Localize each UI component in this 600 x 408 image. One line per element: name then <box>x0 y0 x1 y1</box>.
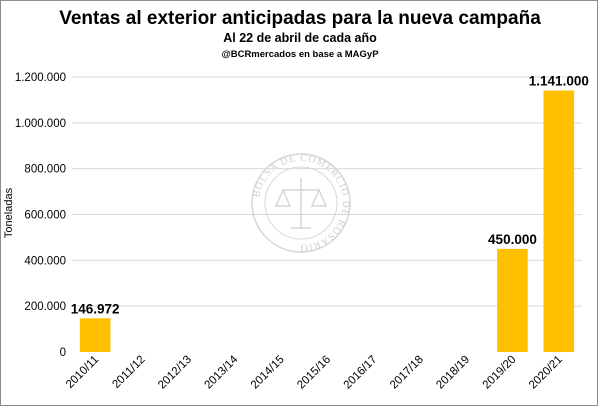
bar-2019-20 <box>497 248 528 352</box>
chart-title: Ventas al exterior anticipadas para la n… <box>59 8 541 29</box>
x-tick-label: 2015/16 <box>295 354 333 392</box>
y-axis-label: Toneladas <box>3 187 15 238</box>
y-tick-label: 800.000 <box>24 164 66 176</box>
bar-2010-11 <box>79 318 111 352</box>
x-tick-label: 2016/17 <box>342 354 380 392</box>
bar-2020-21 <box>543 90 575 352</box>
data-label: 450.000 <box>488 232 537 247</box>
x-tick-label: 2013/14 <box>203 353 241 391</box>
gridlines <box>72 76 582 307</box>
chart-subtitle: Al 22 de abril de cada año <box>223 31 377 45</box>
x-tick-label: 2010/11 <box>64 354 101 391</box>
data-label: 146.972 <box>71 301 120 316</box>
watermark-seal: BOLSA DE COMERCIO DE ROSARIO <box>251 153 351 253</box>
x-tick-label: 2014/15 <box>249 354 287 392</box>
y-axis-tick-labels: 0 200.000 400.000 600.000 800.000 1.000.000 1.… <box>15 72 66 359</box>
chart-source: @BCRmercados en base a MAGyP <box>221 49 379 60</box>
x-tick-label: 2018/19 <box>434 354 472 392</box>
x-tick-label: 2020/21 <box>527 354 565 392</box>
x-tick-label: 2019/20 <box>481 354 519 392</box>
x-tick-label: 2011/12 <box>110 354 147 391</box>
y-tick-label: 1.000.000 <box>15 118 66 130</box>
x-tick-label: 2012/13 <box>156 354 194 392</box>
y-tick-label: 200.000 <box>24 301 66 313</box>
x-axis-tick-labels: 2010/11 2011/12 2012/13 2013/14 2014/15 2015/… <box>64 353 565 391</box>
data-labels: 146.972 450.000 1.141.000 <box>71 74 589 317</box>
y-tick-label: 0 <box>60 347 66 359</box>
y-tick-label: 1.200.000 <box>15 72 66 84</box>
x-tick-label: 2017/18 <box>388 354 426 392</box>
y-tick-label: 400.000 <box>24 255 66 267</box>
bars <box>79 90 575 352</box>
data-label: 1.141.000 <box>529 74 589 89</box>
y-tick-label: 600.000 <box>24 210 66 222</box>
